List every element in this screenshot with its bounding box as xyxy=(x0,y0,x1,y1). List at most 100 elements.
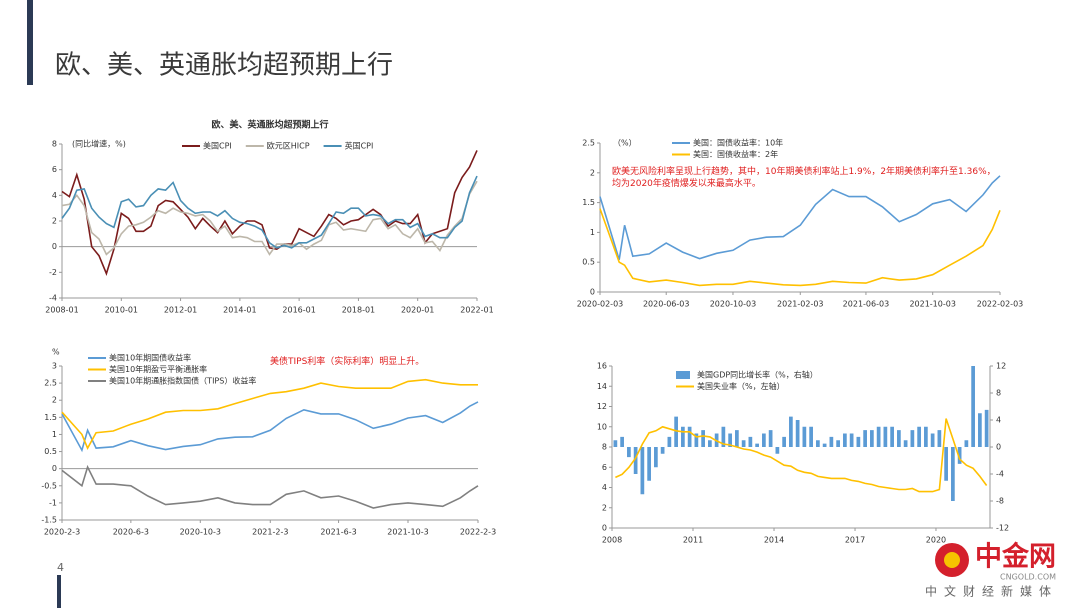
y-tick-label: 1 xyxy=(590,228,595,237)
bar xyxy=(721,426,726,447)
y-tick-label: 1 xyxy=(52,430,57,439)
bar xyxy=(876,426,881,447)
y-tick-label: 16 xyxy=(597,362,607,371)
y-axis-label: % xyxy=(52,348,60,357)
legend-label: 美国CPI xyxy=(203,141,232,151)
bar xyxy=(620,436,624,447)
bar xyxy=(768,430,773,447)
x-tick-label: 2014-01 xyxy=(223,306,256,315)
bar xyxy=(782,436,786,447)
y-tick-label: 1.5 xyxy=(44,413,57,422)
bar xyxy=(849,433,854,447)
y-tick-label: 10 xyxy=(597,422,607,431)
bar xyxy=(687,426,692,447)
bar xyxy=(674,416,678,447)
bar xyxy=(755,443,759,447)
bar xyxy=(957,447,962,464)
bar xyxy=(762,433,766,447)
y-tick-label: -0.5 xyxy=(41,481,57,490)
x-tick-label: 2021-2-3 xyxy=(252,528,288,537)
watermark-site: CNGOLD.COM xyxy=(1000,573,1056,582)
y2-tick-label: 0 xyxy=(996,443,1001,452)
y-tick-label: 0 xyxy=(52,464,57,473)
bar xyxy=(667,436,672,447)
y2-tick-label: 4 xyxy=(996,416,1001,425)
x-tick-label: 2010-01 xyxy=(105,306,138,315)
bar xyxy=(903,440,908,447)
x-tick-label: 2012-01 xyxy=(164,306,197,315)
legend-label: 美国10年期盈亏平衡通胀率 xyxy=(109,364,207,374)
y-tick-label: 2 xyxy=(52,217,57,226)
x-tick-label: 2020-01 xyxy=(401,306,434,315)
bar xyxy=(944,447,948,481)
x-tick-label: 2022-01 xyxy=(460,306,493,315)
chart-title: 欧、美、英通胀均超预期上行 xyxy=(211,119,328,131)
x-tick-label: 2020-02-03 xyxy=(577,300,624,309)
x-tick-label: 2016-01 xyxy=(282,306,315,315)
legend-label: 美国10年期国债收益率 xyxy=(109,353,191,363)
y-tick-label: 1.5 xyxy=(582,198,595,207)
y-tick-label: 0 xyxy=(602,524,607,533)
bar xyxy=(930,433,935,447)
x-tick-label: 2020-06-03 xyxy=(643,300,690,309)
y-tick-label: 2 xyxy=(590,168,595,177)
x-tick-label: 2014 xyxy=(764,536,784,545)
bar xyxy=(917,426,921,447)
legend-label: 美国：国债收益率：10年 xyxy=(693,138,783,148)
x-tick-label: 2020-10-03 xyxy=(710,300,757,309)
y-tick-label: 0 xyxy=(590,288,595,297)
bar xyxy=(775,447,780,454)
annotation: 欧美无风险利率呈现上行趋势，其中，10年期美债利率站上1.9%，2年期美债利率升… xyxy=(612,167,996,189)
bar xyxy=(897,430,901,447)
y-tick-label: -1.5 xyxy=(41,516,57,525)
y2-tick-label: 8 xyxy=(996,389,1001,398)
bar xyxy=(951,447,955,501)
y-tick-label: 12 xyxy=(597,402,607,411)
line xyxy=(61,175,478,249)
bar xyxy=(971,366,975,447)
legend-label: 美国失业率（%，左轴） xyxy=(697,381,785,391)
bar xyxy=(816,440,820,447)
x-tick-label: 2021-06-03 xyxy=(843,300,890,309)
y-tick-label: 3 xyxy=(52,362,57,371)
y-tick-label: 4 xyxy=(602,483,607,492)
bar xyxy=(856,436,861,447)
x-tick-label: 2021-6-3 xyxy=(320,528,356,537)
line xyxy=(61,464,479,509)
bar xyxy=(802,426,807,447)
y2-tick-label: 12 xyxy=(996,362,1006,371)
bar xyxy=(822,443,827,447)
bar xyxy=(836,440,840,447)
legend-label: 美国：国债收益率：2年 xyxy=(693,149,778,159)
y-tick-label: 8 xyxy=(52,140,57,149)
y-tick-label: 4 xyxy=(52,191,57,200)
bar xyxy=(694,433,699,447)
bar xyxy=(829,436,834,447)
y-tick-label: 2.5 xyxy=(582,139,595,148)
y-tick-label: 6 xyxy=(602,463,607,472)
watermark-brand: 中金网 xyxy=(975,541,1056,573)
bar xyxy=(660,447,665,454)
x-tick-label: 2020-2-3 xyxy=(44,528,80,537)
legend-label: 欧元区HICP xyxy=(267,141,310,151)
x-tick-label: 2022-02-03 xyxy=(977,300,1024,309)
legend-label: 美国GDP同比增长率（%，右轴） xyxy=(697,370,818,380)
bar xyxy=(890,426,894,447)
bar xyxy=(701,430,705,447)
line xyxy=(61,401,479,453)
x-tick-label: 2021-02-03 xyxy=(777,300,824,309)
page-title: 欧、美、英通胀均超预期上行 xyxy=(55,51,393,81)
bar xyxy=(613,440,618,447)
legend-label: 英国CPI xyxy=(345,141,374,151)
y2-tick-label: -4 xyxy=(996,470,1004,479)
y-tick-label: 0.5 xyxy=(44,447,57,456)
y-tick-label: 8 xyxy=(602,443,607,452)
bar xyxy=(735,430,739,447)
y-tick-label: -1 xyxy=(49,498,57,507)
y-tick-label: 0.5 xyxy=(582,258,595,267)
bar xyxy=(627,447,631,458)
accent-bar xyxy=(27,0,33,85)
bar xyxy=(937,430,942,447)
watermark-slogan: 中文财经新媒体 xyxy=(925,584,1058,599)
